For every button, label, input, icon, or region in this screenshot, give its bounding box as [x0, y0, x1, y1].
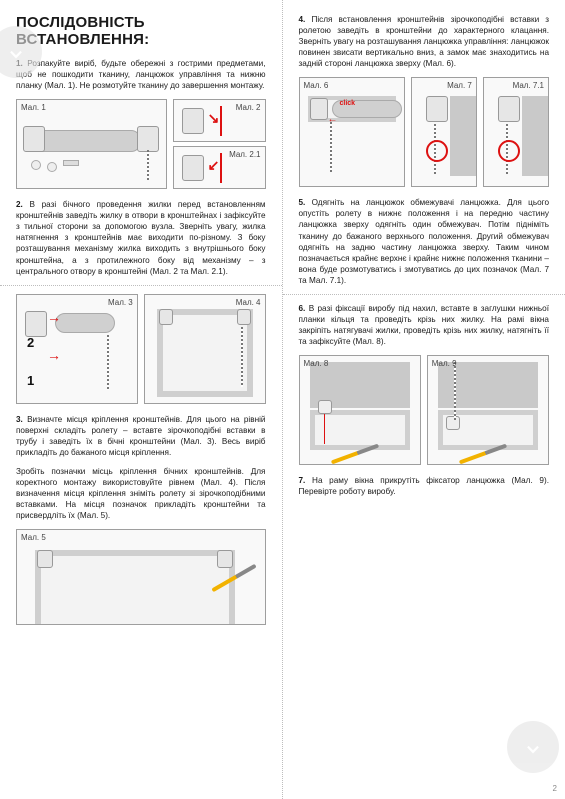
- right-column: 4. Після встановлення кронштейнів зірочк…: [283, 0, 565, 799]
- figure-5: Мал. 5: [16, 529, 266, 625]
- figure-2-1: Мал. 2.1 ↙: [173, 146, 266, 189]
- step-2-text: 2. В разі бічного проведення жилки перед…: [16, 199, 266, 276]
- figure-9: Мал. 9: [427, 355, 549, 465]
- figure-3-label: Мал. 3: [108, 298, 133, 307]
- figure-2-label: Мал. 2: [236, 103, 261, 112]
- figure-6: Мал. 6 click ←: [299, 77, 405, 187]
- step-6-num: 6.: [299, 304, 306, 313]
- step-6-text: 6. В разі фіксації виробу під нахил, вст…: [299, 303, 550, 347]
- figure-8-label: Мал. 8: [304, 359, 329, 368]
- figure-7-1-label: Мал. 7.1: [513, 81, 544, 90]
- figure-4: Мал. 4: [144, 294, 266, 404]
- figure-2: Мал. 2 ↘: [173, 99, 266, 142]
- step-1-text: 1. Розпакуйте виріб, будьте обережні з г…: [16, 58, 266, 91]
- figure-8: Мал. 8: [299, 355, 421, 465]
- fig-row-4: Мал. 6 click ← Мал. 7 Мал. 7.1: [299, 77, 550, 187]
- separator-2: [283, 294, 565, 295]
- separator-1: [0, 285, 282, 286]
- step-7-body: На раму вікна прикрутіть фіксатор ланцюж…: [299, 476, 549, 496]
- figure-9-label: Мал. 9: [432, 359, 457, 368]
- instruction-page: ПОСЛІДОВНІСТЬ ВСТАНОВЛЕННЯ: 1. Розпакуйт…: [0, 0, 565, 799]
- fig-row-2: Мал. 3 → → 2 1 Мал. 4: [16, 294, 266, 404]
- step-7-num: 7.: [299, 476, 306, 485]
- figure-7-1: Мал. 7.1: [483, 77, 549, 187]
- figure-1-label: Мал. 1: [21, 103, 46, 112]
- watermark-icon: [507, 721, 559, 773]
- figure-4-label: Мал. 4: [236, 298, 261, 307]
- step-2-body: В разі бічного проведення жилки перед вс…: [16, 200, 266, 275]
- figure-2-1-label: Мал. 2.1: [229, 150, 260, 159]
- left-column: ПОСЛІДОВНІСТЬ ВСТАНОВЛЕННЯ: 1. Розпакуйт…: [0, 0, 283, 799]
- figure-3: Мал. 3 → → 2 1: [16, 294, 138, 404]
- arrow-label-2: 2: [27, 335, 34, 350]
- step-5-num: 5.: [299, 198, 306, 207]
- page-title: ПОСЛІДОВНІСТЬ ВСТАНОВЛЕННЯ:: [16, 14, 266, 48]
- page-number: 2: [553, 784, 557, 793]
- step-4-text: 4. Після встановлення кронштейнів зірочк…: [299, 14, 550, 69]
- step-5-text: 5. Одягніть на ланцюжок обмежувачі ланцю…: [299, 197, 550, 286]
- step-3b-text: Зробіть позначки місць кріплення бічних …: [16, 466, 266, 521]
- step-4-num: 4.: [299, 15, 306, 24]
- step-1-body: Розпакуйте виріб, будьте обережні з гост…: [16, 59, 266, 90]
- step-5-body: Одягніть на ланцюжок обмежувачі ланцюжка…: [299, 198, 550, 284]
- fig-row-1: Мал. 1 Мал. 2 ↘ Мал. 2.1: [16, 99, 266, 189]
- step-3-num: 3.: [16, 415, 23, 424]
- arrow-label-1: 1: [27, 373, 34, 388]
- step-3a-body: Визначте місця кріплення кронштейнів. Дл…: [16, 415, 266, 457]
- fig-row-3: Мал. 5: [16, 529, 266, 625]
- fig-row-5: Мал. 8 Мал. 9: [299, 355, 550, 465]
- click-label: click: [340, 100, 356, 107]
- step-7-text: 7. На раму вікна прикрутіть фіксатор лан…: [299, 475, 550, 497]
- step-4-body: Після встановлення кронштейнів зірочкопо…: [299, 15, 550, 68]
- figure-7-label: Мал. 7: [447, 81, 472, 90]
- figure-5-label: Мал. 5: [21, 533, 46, 542]
- step-3b-body: Зробіть позначки місць кріплення бічних …: [16, 467, 266, 520]
- step-3a-text: 3. Визначте місця кріплення кронштейнів.…: [16, 414, 266, 458]
- step-2-num: 2.: [16, 200, 23, 209]
- figure-1: Мал. 1: [16, 99, 167, 189]
- figure-6-label: Мал. 6: [304, 81, 329, 90]
- step-6-body: В разі фіксації виробу під нахил, вставт…: [299, 304, 550, 346]
- figure-7: Мал. 7: [411, 77, 477, 187]
